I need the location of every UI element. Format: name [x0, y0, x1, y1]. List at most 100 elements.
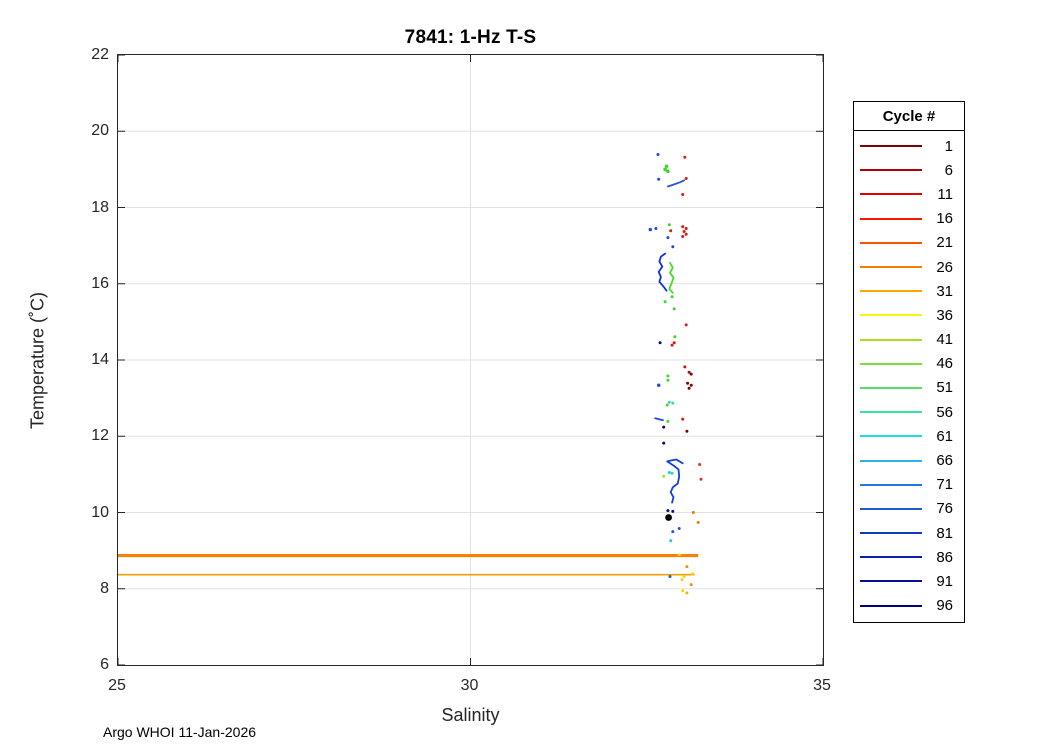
- data-point: [648, 227, 652, 232]
- data-point: [683, 155, 687, 159]
- x-tick-label: 35: [813, 677, 831, 694]
- legend-label: 41: [936, 331, 953, 349]
- y-tick-label: 8: [100, 579, 109, 597]
- data-point: [669, 229, 673, 233]
- legend-entry: 76: [854, 497, 964, 521]
- data-point: [670, 343, 674, 347]
- legend-line-swatch: [860, 314, 922, 317]
- legend-label: 16: [936, 210, 953, 228]
- legend-label: 1: [944, 137, 953, 155]
- data-point: [662, 441, 666, 445]
- data-point: [670, 295, 674, 299]
- data-point: [677, 527, 681, 530]
- data-point: [684, 227, 688, 230]
- legend-line-swatch: [860, 145, 922, 148]
- x-axis-label: Salinity: [441, 705, 500, 725]
- legend-line-swatch: [860, 193, 922, 196]
- y-tick-label: 14: [91, 351, 109, 368]
- legend-line-swatch: [860, 266, 922, 269]
- y-tick-label: 22: [91, 46, 109, 63]
- data-point: [666, 509, 670, 513]
- data-point: [666, 236, 670, 240]
- legend-entry: 86: [854, 545, 964, 569]
- legend-label: 76: [936, 500, 953, 518]
- data-point: [689, 383, 693, 387]
- legend-box: Cycle # 1 6 11 16 21 26 31 36 41 46 51 56 61 66 71 76 81…: [853, 101, 965, 623]
- cycle-trace: [654, 417, 664, 422]
- plot-area: [117, 54, 824, 666]
- data-point: [685, 565, 689, 569]
- data-point: [667, 471, 671, 474]
- data-point: [673, 335, 677, 339]
- legend-entry: 6: [854, 158, 964, 182]
- legend-title: Cycle #: [854, 102, 964, 131]
- legend-label: 51: [936, 379, 953, 397]
- legend-line-swatch: [860, 241, 922, 244]
- legend-entry: 46: [854, 352, 964, 376]
- legend-line-swatch: [860, 532, 922, 535]
- cycle-trace: [667, 179, 685, 188]
- data-point: [666, 169, 670, 174]
- legend-entry: 81: [854, 521, 964, 545]
- data-point: [698, 463, 702, 466]
- legend-entry: 71: [854, 473, 964, 497]
- legend-line-swatch: [860, 604, 922, 607]
- chart-title: 7841: 1-Hz T-S: [404, 27, 537, 48]
- data-point: [671, 509, 675, 513]
- data-point: [685, 591, 689, 595]
- legend-line-swatch: [860, 483, 922, 486]
- data-point: [682, 575, 686, 578]
- legend-label: 26: [936, 258, 953, 276]
- data-point: [663, 167, 667, 172]
- legend-entry: 61: [854, 424, 964, 448]
- legend-line-swatch: [860, 435, 922, 438]
- legend-label: 71: [936, 476, 953, 494]
- legend-label: 91: [936, 572, 953, 590]
- legend-entry: 56: [854, 400, 964, 424]
- y-tick-label: 6: [100, 656, 109, 673]
- data-point: [699, 477, 703, 481]
- x-tick-label: 30: [460, 677, 479, 694]
- y-tick-label: 10: [91, 503, 109, 521]
- legend-label: 56: [936, 403, 953, 421]
- data-point: [689, 583, 693, 587]
- data-point: [663, 300, 667, 304]
- data-point: [667, 400, 671, 404]
- legend-label: 96: [936, 597, 953, 615]
- legend-entry: 91: [854, 569, 964, 593]
- legend-line-swatch: [860, 169, 922, 172]
- legend-entry: 1: [854, 134, 964, 158]
- legend-entry: 41: [854, 328, 964, 352]
- data-point: [687, 370, 691, 374]
- data-point: [657, 383, 661, 387]
- data-point: [685, 429, 689, 433]
- legend-line-swatch: [860, 386, 922, 389]
- data-point: [680, 578, 684, 582]
- legend-line-swatch: [860, 338, 922, 341]
- data-point: [687, 386, 691, 390]
- data-point: [681, 589, 685, 593]
- cycle-trace: [657, 252, 668, 292]
- legend-label: 81: [936, 524, 953, 542]
- data-point: [684, 177, 688, 180]
- data-point: [684, 323, 688, 327]
- legend-entry: 31: [854, 279, 964, 303]
- legend-line-swatch: [860, 459, 922, 462]
- data-point: [656, 153, 660, 156]
- data-point: [681, 235, 685, 238]
- data-point: [684, 232, 688, 236]
- legend-entry: 51: [854, 376, 964, 400]
- legend-entry: 26: [854, 255, 964, 279]
- data-point: [683, 365, 687, 369]
- legend-label: 61: [936, 427, 953, 445]
- y-tick-label: 16: [91, 274, 109, 292]
- legend-line-swatch: [860, 362, 922, 365]
- y-tick-label: 12: [91, 427, 109, 445]
- legend-line-swatch: [860, 411, 922, 414]
- data-point: [681, 417, 685, 421]
- data-point: [658, 341, 662, 345]
- legend-entry: 16: [854, 207, 964, 231]
- data-point: [681, 225, 685, 229]
- cycle-trace: [666, 458, 684, 504]
